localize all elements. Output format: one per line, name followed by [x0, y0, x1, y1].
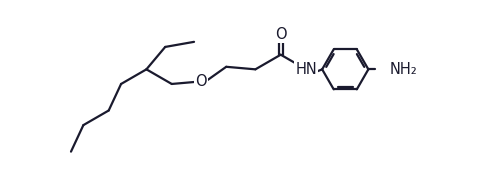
Text: NH₂: NH₂ [389, 62, 417, 77]
Text: O: O [275, 27, 287, 42]
Text: O: O [195, 74, 207, 89]
Text: HN: HN [295, 62, 317, 77]
